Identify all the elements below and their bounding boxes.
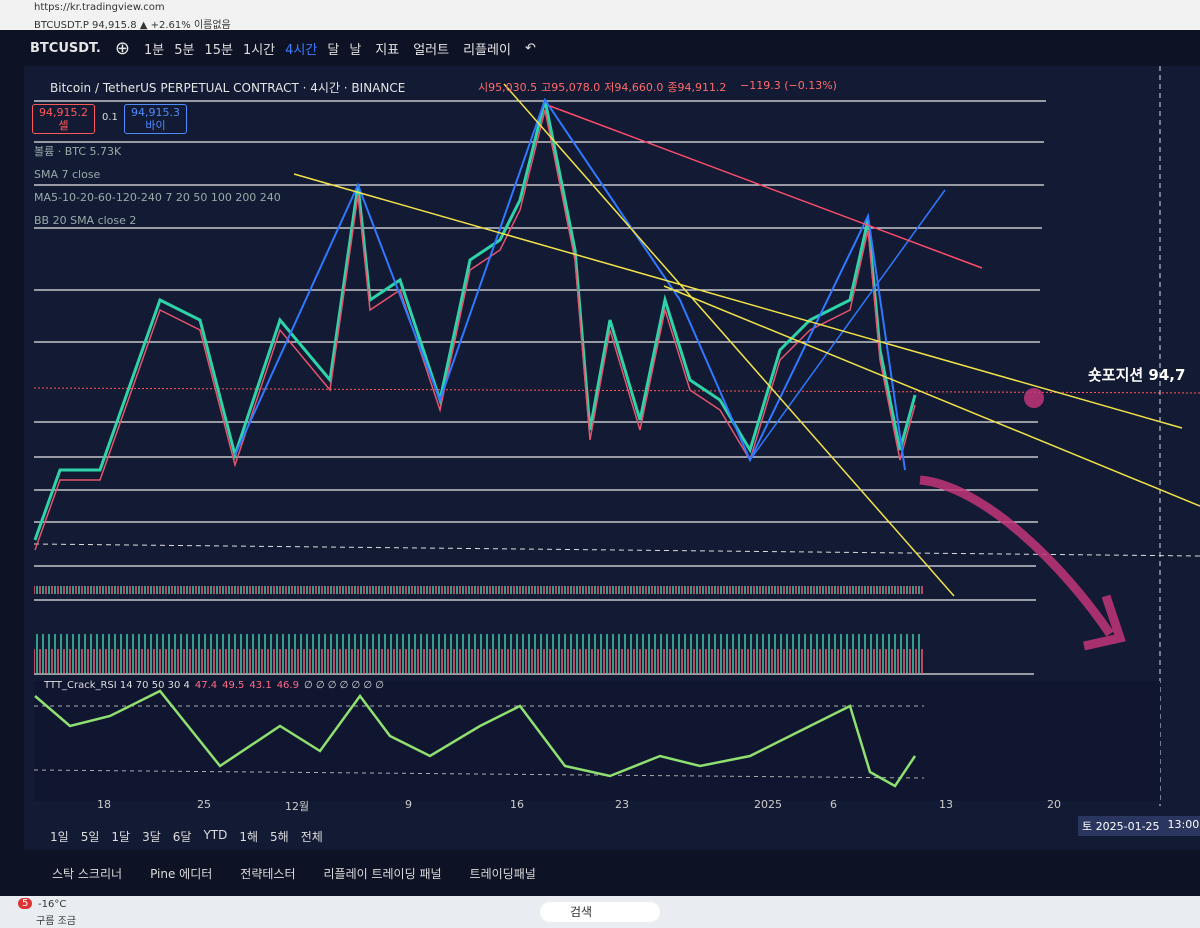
- chart-canvas: [33, 66, 1200, 806]
- undo[interactable]: ↶: [524, 40, 536, 56]
- indicator: 볼륨 · BTC 5.73K: [34, 145, 122, 158]
- period[interactable]: 6달: [172, 830, 192, 844]
- sell-label: 셀: [58, 119, 69, 132]
- panel-tab[interactable]: 리플레이 트레이딩 패널: [323, 866, 442, 881]
- panel-tab[interactable]: 스탁 스크리너: [52, 866, 123, 881]
- panel-tab[interactable]: 트레이딩패널: [469, 866, 536, 881]
- ohlc-value: 저94,660.0: [604, 81, 664, 94]
- panel-tab[interactable]: Pine 에디터: [150, 866, 213, 881]
- tab-title[interactable]: BTCUSDT.P 94,915.8 ▲ +2.61% 이름없음: [34, 20, 231, 31]
- interval[interactable]: 4시간: [285, 42, 318, 58]
- x-tick-label: 2025: [754, 798, 782, 811]
- rsi-value: 43.1: [249, 680, 272, 691]
- crosshair-date: 토 2025-01-25: [1082, 820, 1160, 833]
- interval[interactable]: 15분: [204, 42, 233, 58]
- period[interactable]: 1달: [111, 830, 131, 844]
- indicator: MA5-10-20-60-120-240 7 20 50 100 200 240: [34, 191, 281, 204]
- spread: 0.1: [102, 112, 118, 123]
- rsi-value: 47.4: [194, 680, 218, 691]
- indicator-list: 볼륨 · BTC 5.73K SMA 7 close MA5-10-20-60-12…: [34, 140, 281, 232]
- buy-button[interactable]: 94,915.3 바이: [124, 104, 187, 134]
- taskbar: 5 -16°C 구름 조금 검색: [0, 896, 1200, 928]
- rsi-legend: TTT_Crack_RSI 14 70 50 30 4 47.4 49.5 43.1 4…: [44, 680, 384, 691]
- symbol[interactable]: BTCUSDT.: [30, 40, 101, 56]
- x-tick-label: 16: [510, 798, 524, 811]
- period[interactable]: 5일: [80, 830, 100, 844]
- period[interactable]: 3달: [142, 830, 161, 844]
- sell-button[interactable]: 94,915.2 셀: [32, 104, 95, 134]
- rsi-value: 46.9: [276, 680, 299, 691]
- crosshair-label: 토 2025-01-25 13:00: [1078, 816, 1200, 836]
- panel-tab[interactable]: 전략테스터: [240, 866, 296, 881]
- x-tick-label: 13: [939, 798, 953, 811]
- drawing-toolbar: [0, 66, 24, 896]
- indicator: SMA 7 close: [34, 168, 101, 181]
- ohlc-value: 종94,911.2: [667, 81, 727, 94]
- period[interactable]: YTD: [203, 828, 228, 842]
- interval[interactable]: 1분: [143, 42, 165, 58]
- ohlc: 시95,030.5 고95,078.0 저94,660.0 종94,911.2: [478, 79, 726, 95]
- bottom-panels: 스탁 스크리너 Pine 에디터 전략테스터 리플레이 트레이딩 패널 트레이딩패널: [0, 850, 1200, 896]
- interval[interactable]: 날: [349, 42, 362, 58]
- interval[interactable]: 5분: [174, 42, 195, 58]
- period[interactable]: 전체: [300, 830, 323, 844]
- buy-label: 바이: [145, 119, 166, 132]
- ohlc-value: 고95,078.0: [541, 81, 601, 94]
- toolbar: BTCUSDT. ⊕ 1분 5분 15분 1시간 4시간 달 날 지표 얼러트 리플레이 ↶: [0, 30, 1200, 66]
- x-tick-label: 25: [197, 798, 211, 811]
- period-bar: 1일 5일 1달 3달 6달 YTD 1해 5해 전체: [50, 828, 323, 845]
- indicator: BB 20 SMA close 2: [34, 214, 137, 227]
- crosshair-time: 13:00: [1167, 818, 1200, 831]
- rsi-value: 49.5: [222, 680, 245, 691]
- period[interactable]: 1일: [50, 830, 69, 844]
- search-box[interactable]: 검색: [540, 902, 660, 922]
- period[interactable]: 1해: [239, 830, 259, 844]
- x-tick-label: 23: [615, 798, 629, 811]
- x-tick-label: 18: [97, 798, 111, 811]
- add-symbol[interactable]: ⊕: [114, 37, 130, 59]
- chart-title: Bitcoin / TetherUS PERPETUAL CONTRACT · …: [50, 81, 406, 95]
- indicators-button[interactable]: 지표: [375, 42, 400, 58]
- change: −119.3 (−0.13%): [740, 79, 837, 92]
- x-tick-label: 9: [405, 798, 412, 811]
- weather: 구름 조금: [36, 916, 76, 927]
- alert-button[interactable]: 얼러트: [413, 42, 450, 58]
- weather-badge: 5: [18, 898, 33, 909]
- browser-bar: https://kr.tradingview.com BTCUSDT.P 94,…: [0, 0, 1200, 31]
- interval[interactable]: 1시간: [242, 42, 276, 58]
- url[interactable]: https://kr.tradingview.com: [34, 2, 165, 13]
- rsi-label: TTT_Crack_RSI 14 70 50 30 4: [44, 680, 190, 691]
- period[interactable]: 5해: [270, 830, 289, 844]
- x-tick-label: 20: [1047, 798, 1061, 811]
- temperature: -16°C: [38, 899, 67, 910]
- intervals: 1분 5분 15분 1시간 4시간 달 날: [144, 39, 361, 58]
- replay-button[interactable]: 리플레이: [463, 42, 511, 58]
- ohlc-value: 시95,030.5: [478, 81, 538, 94]
- buy-price: 94,915.3: [131, 106, 180, 119]
- sell-price: 94,915.2: [39, 106, 88, 119]
- x-tick-label: 12월: [285, 800, 310, 813]
- rsi-extra: ∅ ∅ ∅ ∅ ∅ ∅ ∅: [303, 680, 385, 691]
- annotation: 숏포지션 94,7: [1088, 366, 1186, 384]
- x-tick-label: 6: [830, 798, 837, 811]
- interval[interactable]: 달: [327, 42, 340, 58]
